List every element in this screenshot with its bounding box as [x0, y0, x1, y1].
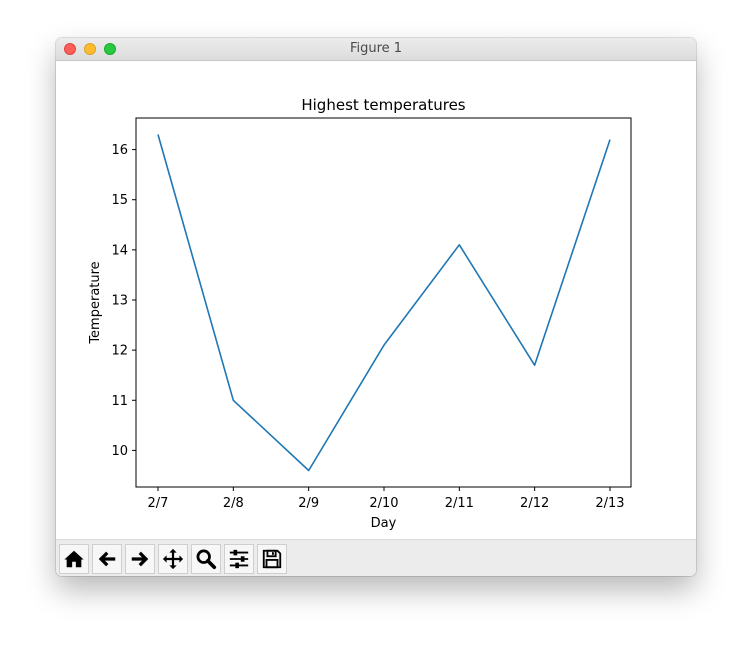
x-tick-label: 2/8 — [223, 496, 244, 511]
back-button[interactable] — [92, 544, 122, 574]
figure-window: Figure 1 Highest temperatures 10 11 12 13 14… — [56, 38, 696, 576]
x-tick-label: 2/12 — [520, 496, 549, 511]
home-icon — [64, 550, 84, 568]
forward-button[interactable] — [125, 544, 155, 574]
maximize-window-button[interactable] — [104, 43, 116, 55]
minimize-window-button[interactable] — [84, 43, 96, 55]
y-tick-label: 10 — [111, 444, 128, 459]
save-button[interactable] — [257, 544, 287, 574]
y-axis-label: Temperature — [88, 261, 103, 344]
chart-title: Highest temperatures — [301, 96, 465, 114]
zoom-button[interactable] — [191, 544, 221, 574]
save-icon — [262, 549, 282, 569]
y-axis: 10 11 12 13 14 15 16 — [111, 143, 136, 459]
y-tick-label: 13 — [111, 293, 128, 308]
home-button[interactable] — [59, 544, 89, 574]
y-tick-label: 16 — [111, 143, 128, 158]
x-tick-label: 2/7 — [148, 496, 169, 511]
navigation-toolbar — [56, 539, 696, 576]
x-tick-label: 2/10 — [369, 496, 398, 511]
forward-arrow-icon — [131, 551, 149, 567]
back-arrow-icon — [98, 551, 116, 567]
y-tick-label: 15 — [111, 193, 128, 208]
x-axis: 2/7 2/8 2/9 2/10 2/11 2/12 2/13 — [148, 487, 625, 511]
x-axis-label: Day — [371, 516, 397, 531]
plot-area — [135, 117, 632, 488]
window-title: Figure 1 — [349, 41, 403, 56]
zoom-icon — [196, 549, 217, 570]
close-window-button[interactable] — [64, 43, 76, 55]
y-tick-label: 12 — [111, 344, 128, 359]
pan-button[interactable] — [158, 544, 188, 574]
series-line — [157, 134, 611, 472]
title-bar[interactable]: Figure 1 — [56, 38, 696, 61]
x-tick-label: 2/13 — [595, 496, 624, 511]
figure-canvas: Highest temperatures 10 11 12 13 14 15 16 2/7 2… — [56, 61, 696, 539]
series-layer — [157, 134, 611, 472]
pan-icon — [162, 548, 184, 570]
configure-subplots-button[interactable] — [224, 544, 254, 574]
configure-subplots-icon — [229, 549, 249, 569]
x-tick-label: 2/11 — [445, 496, 474, 511]
y-tick-label: 11 — [111, 394, 128, 409]
x-tick-label: 2/9 — [298, 496, 319, 511]
y-tick-label: 14 — [111, 243, 128, 258]
